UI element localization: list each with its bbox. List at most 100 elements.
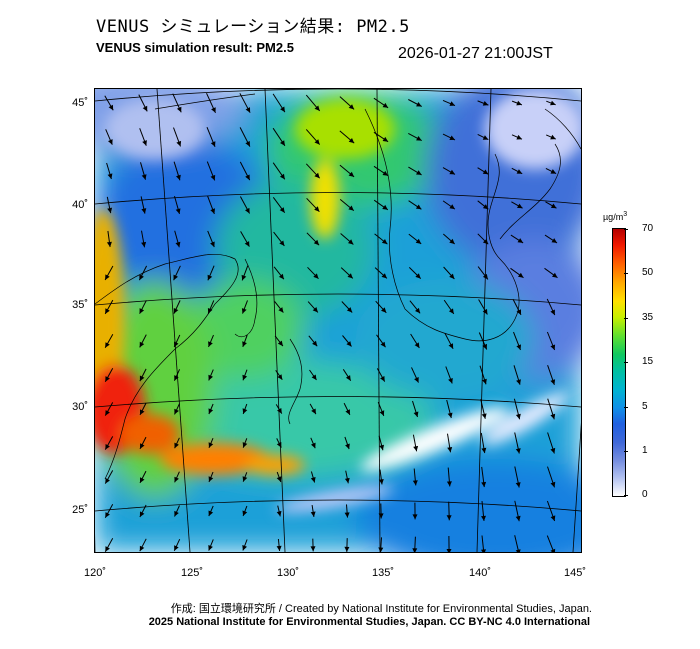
wind-vector-head (312, 307, 318, 313)
wind-vector-head (344, 512, 350, 518)
wind-vector-head (311, 408, 316, 415)
wind-vector-head (482, 135, 489, 140)
wind-vector-head (481, 549, 486, 552)
wind-vector-head (515, 549, 521, 552)
colorbar-tickmark (624, 407, 628, 408)
wind-vector-head (105, 410, 110, 416)
wind-vector-head (446, 481, 452, 487)
wind-vector-head (208, 545, 213, 551)
wind-vector-head (347, 273, 353, 279)
wind-vector-head (174, 341, 179, 348)
colorbar-tick-1: 1 (642, 445, 648, 456)
wind-vector-head (139, 274, 144, 281)
wind-vector-head (550, 413, 556, 420)
wind-vector-head (517, 203, 523, 209)
title-english: VENUS simulation result: PM2.5 (96, 40, 294, 55)
wind-vector-head (241, 308, 247, 314)
wind-vector-head (279, 173, 285, 180)
wind-vector-head (550, 169, 557, 174)
wind-vector-head (245, 141, 250, 147)
wind-vector-head (482, 238, 489, 245)
lon-label-140: 140˚ (468, 567, 492, 579)
wind-vector-head (174, 442, 179, 449)
wind-vector-head (481, 515, 486, 521)
credit-line-creator-text: 作成: 国立環境研究所 / Created by National Instit… (170, 603, 592, 615)
wind-vector-head (449, 273, 455, 279)
wind-vector-head (449, 101, 455, 106)
colorbar-tickmark (624, 451, 628, 452)
wind-vector-head (481, 447, 487, 454)
wind-vector-head (381, 273, 387, 279)
wind-vector-head (313, 273, 319, 279)
wind-vector-head (414, 342, 420, 348)
wind-vector-head (142, 105, 148, 112)
wind-vector-head (415, 273, 421, 279)
wind-vector-head (245, 174, 250, 181)
wind-vector-head (314, 105, 320, 111)
colorbar-tick-5: 5 (642, 401, 648, 412)
wind-vector-head (550, 481, 556, 488)
wind-vector-head (412, 548, 418, 552)
wind-vector-head (412, 514, 418, 520)
wind-vector-head (348, 239, 354, 245)
wind-vector-head (208, 476, 214, 482)
wind-vector-head (139, 545, 145, 552)
wind-vector-head (208, 442, 214, 448)
wind-vector-head (415, 204, 422, 210)
wind-vector-head (176, 140, 182, 147)
wind-vector-head (550, 344, 556, 350)
wind-vector-head (449, 238, 455, 244)
wind-vector-head (140, 409, 145, 415)
concentration-hotspots (95, 89, 581, 513)
lat-label-30: 30˚ (72, 401, 88, 413)
wind-vector-head (140, 477, 145, 483)
wind-vector-head (448, 378, 453, 384)
wind-vector-head (415, 238, 422, 244)
wind-vector-head (242, 442, 248, 448)
wind-vector-head (245, 207, 250, 214)
wind-vector-head (276, 545, 282, 551)
wind-vector-head (105, 274, 110, 280)
wind-vector-head (413, 445, 419, 452)
wind-vector-head (447, 412, 453, 418)
wind-vector-head (277, 340, 283, 347)
wind-vector-head (210, 141, 216, 147)
wind-vector-head (516, 379, 521, 385)
wind-vector-head (105, 444, 110, 450)
wind-vector-head (345, 409, 350, 415)
wind-vector-head (279, 207, 285, 213)
lon-label-125: 125˚ (180, 567, 204, 579)
wind-vector-head (105, 342, 110, 348)
colorbar-tick-50: 50 (642, 267, 654, 278)
wind-vector-head (378, 513, 384, 519)
wind-vector-head (382, 170, 388, 176)
wind-vector-head (105, 478, 110, 484)
wind-vector-head (174, 476, 179, 483)
wind-vector-head (552, 272, 558, 278)
lat-label-35: 35˚ (72, 299, 88, 311)
colorbar-tickmark (624, 495, 628, 496)
wind-vector-head (139, 308, 145, 314)
wind-vector-head (550, 100, 556, 106)
wind-vector-head (105, 546, 110, 552)
wind-vector-head (208, 510, 214, 517)
wind-vector-head (551, 238, 557, 243)
wind-vector-head (174, 510, 179, 517)
graticule (95, 89, 581, 552)
wind-vector-head (382, 136, 389, 142)
wind-vector-head (276, 442, 282, 448)
colorbar-unit: µg/m3 (603, 211, 627, 222)
wind-vector-head (413, 411, 419, 417)
wind-vector-head (311, 374, 317, 380)
wind-vector-head (277, 374, 283, 380)
wind-vector-head (141, 208, 147, 214)
wind-vector-head (482, 343, 487, 350)
wind-vector-head (141, 174, 147, 180)
wind-vector-head (211, 107, 216, 113)
wind-vector-head (516, 309, 521, 315)
credit-line-license: 2025 National Institute for Environmenta… (0, 616, 700, 628)
wind-vector-head (482, 273, 488, 280)
wind-vector-head (242, 510, 248, 516)
pm25-map (94, 88, 582, 553)
colorbar-tickmark (624, 318, 628, 319)
